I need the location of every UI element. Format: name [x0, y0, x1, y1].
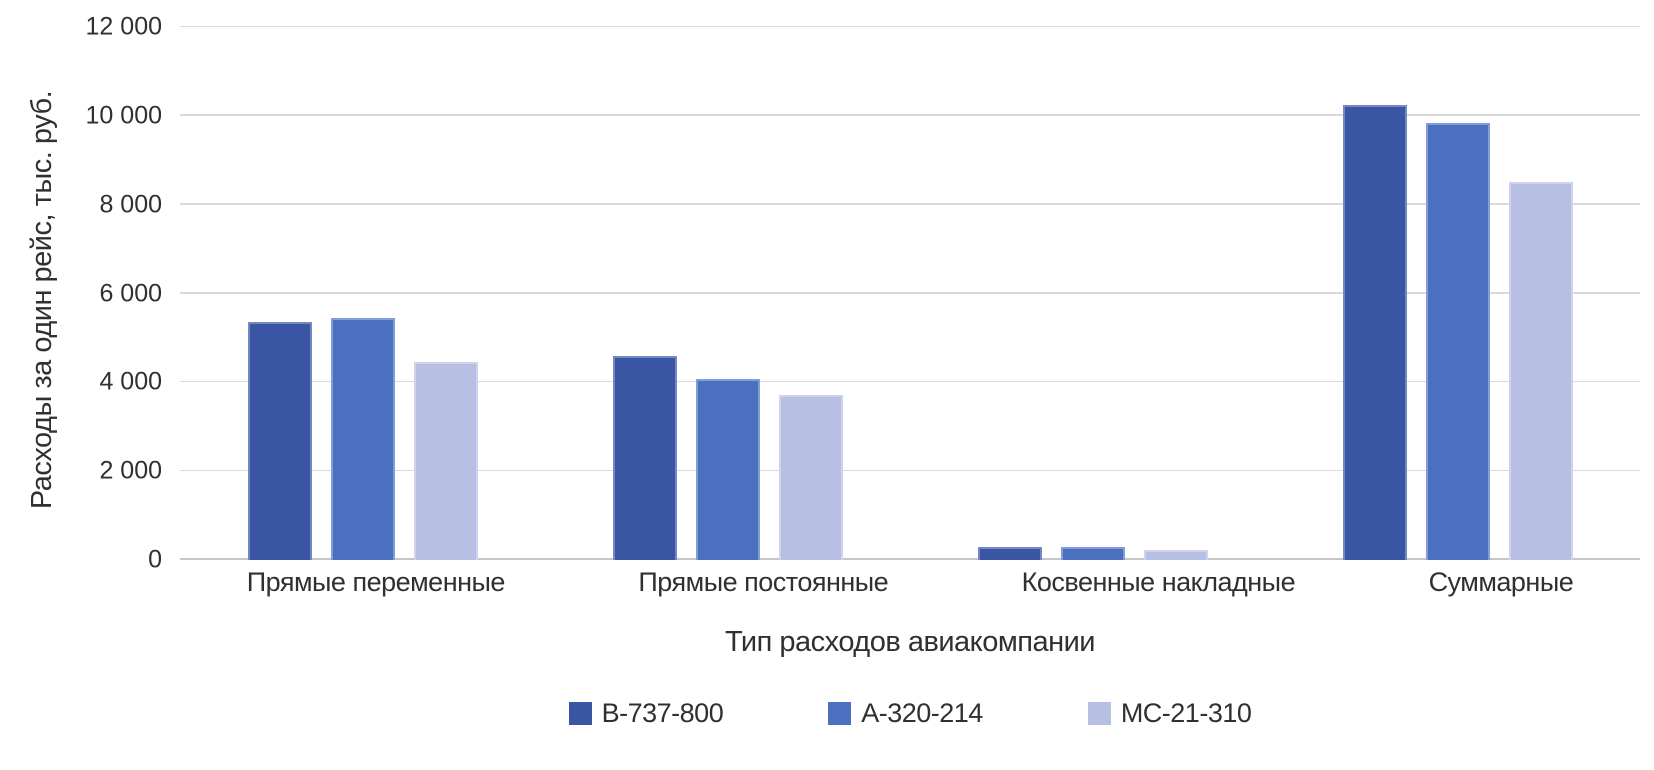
y-axis-ticks: 0 2 000 4 000 6 000 8 000 10 000 12 000 [0, 13, 162, 574]
category-label: Прямые переменные [246, 567, 506, 597]
legend-swatch-icon [1087, 702, 1111, 725]
y-tick-label: 0 [148, 545, 162, 574]
legend-item: B-737-800 [568, 698, 724, 729]
y-tick-label: 6 000 [99, 279, 162, 307]
gridline [180, 25, 1640, 27]
y-tick-label: 12 000 [85, 12, 162, 41]
chart-legend: B-737-800 A-320-214 MC-21-310 [180, 698, 1640, 729]
x-axis-title: Тип расходов авиакомпании [724, 626, 1096, 658]
bar [1342, 104, 1407, 560]
legend-label: MC-21-310 [1120, 698, 1252, 728]
category-label: Косвенные накладные [1021, 567, 1296, 597]
legend-swatch-icon [568, 702, 592, 725]
gridline [180, 203, 1640, 205]
bar [977, 546, 1042, 560]
category-label: Суммарные [1428, 567, 1574, 597]
bar [778, 394, 843, 560]
bar-groups [180, 27, 1640, 560]
bar [612, 355, 677, 560]
legend-label: B-737-800 [601, 698, 724, 728]
gridline [180, 469, 1640, 472]
bar-group [1342, 27, 1573, 560]
gridline [180, 380, 1640, 383]
category-label: Прямые постоянные [638, 567, 889, 597]
legend-label: A-320-214 [861, 698, 983, 728]
plot-area [180, 25, 1640, 560]
bar-group [247, 27, 478, 560]
bar [1508, 182, 1573, 560]
legend-item: A-320-214 [828, 698, 983, 729]
gridline [180, 114, 1640, 116]
legend-swatch-icon [828, 702, 852, 725]
x-axis-category-labels: Прямые переменные Прямые постоянные Косвен… [180, 567, 1640, 598]
bar-group [612, 27, 843, 560]
bar [330, 317, 395, 560]
y-tick-label: 10 000 [85, 101, 162, 130]
bar [247, 322, 312, 560]
legend-item: MC-21-310 [1087, 698, 1252, 729]
bar-group [977, 27, 1208, 560]
gridline [180, 292, 1640, 294]
x-axis-line [180, 558, 1640, 560]
bar [1143, 549, 1208, 560]
y-tick-label: 8 000 [99, 190, 162, 219]
bar [413, 362, 478, 560]
y-tick-label: 4 000 [99, 367, 162, 396]
y-tick-label: 2 000 [99, 456, 162, 485]
bar [695, 378, 760, 560]
bar [1425, 123, 1490, 560]
bar [1060, 547, 1125, 560]
